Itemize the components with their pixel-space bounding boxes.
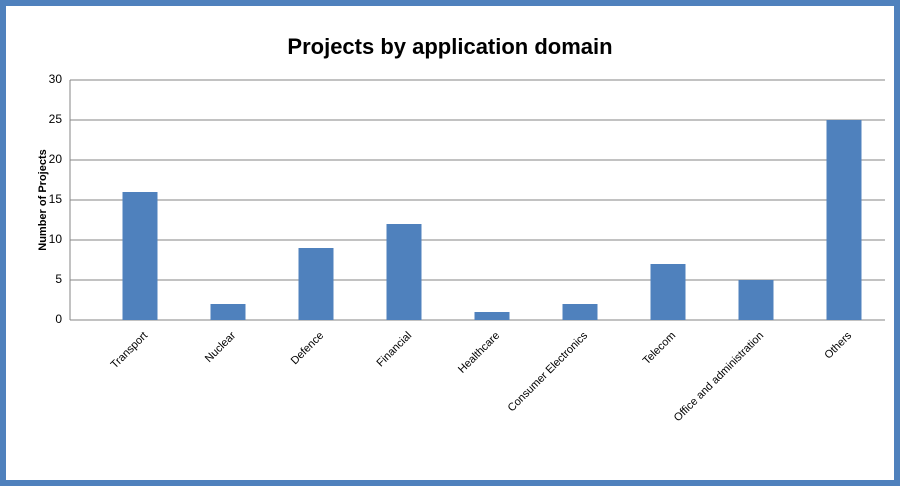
y-tick-label: 25 (49, 112, 63, 126)
bar (738, 280, 774, 320)
y-tick-label: 20 (49, 152, 63, 166)
bar (562, 304, 598, 320)
bar (474, 312, 510, 320)
y-tick-label: 10 (49, 232, 63, 246)
bar (298, 248, 334, 320)
chart-title: Projects by application domain (287, 34, 612, 59)
y-tick-label: 30 (49, 72, 63, 86)
y-tick-label: 0 (55, 312, 62, 326)
bar (386, 224, 422, 320)
bar (210, 304, 246, 320)
bar (650, 264, 686, 320)
y-tick-label: 15 (49, 192, 63, 206)
y-tick-label: 5 (55, 272, 62, 286)
y-axis-label: Number of Projects (37, 149, 49, 250)
bar (122, 192, 158, 320)
bar (826, 120, 862, 320)
